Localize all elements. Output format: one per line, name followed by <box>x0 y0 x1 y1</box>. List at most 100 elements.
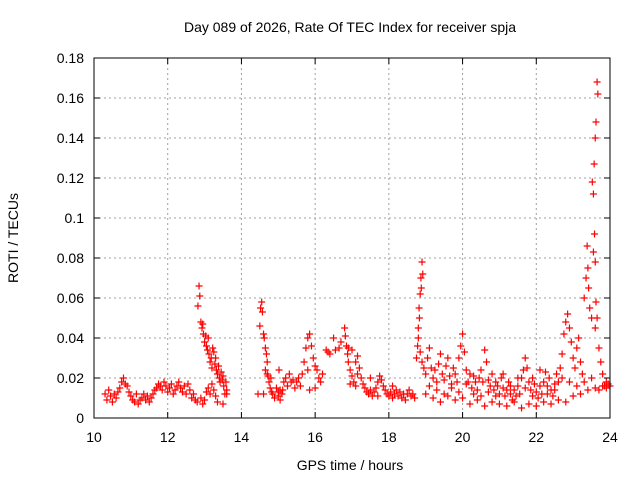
data-point-marker <box>425 344 433 352</box>
data-point-marker <box>258 298 266 306</box>
data-point-marker <box>484 388 492 396</box>
data-point-marker <box>414 334 422 342</box>
data-point-marker <box>560 330 568 338</box>
data-point-marker <box>462 366 470 374</box>
data-point-marker <box>503 402 511 410</box>
data-point-marker <box>435 360 443 368</box>
y-tick-label: 0.02 <box>57 370 84 386</box>
data-point-marker <box>499 384 507 392</box>
data-point-marker <box>427 364 435 372</box>
x-tick-label: 20 <box>455 429 471 445</box>
data-point-marker <box>199 400 207 408</box>
x-tick-label: 14 <box>234 429 250 445</box>
data-point-marker <box>365 390 373 398</box>
y-tick-label: 0 <box>76 410 84 426</box>
data-point-marker <box>446 372 454 380</box>
data-point-marker <box>409 390 417 398</box>
y-tick-label: 0.06 <box>57 290 84 306</box>
data-point-marker <box>295 374 303 382</box>
data-point-marker <box>266 384 274 392</box>
data-point-marker <box>202 388 210 396</box>
data-point-marker <box>473 396 481 404</box>
data-point-marker <box>140 390 148 398</box>
data-point-marker <box>558 374 566 382</box>
data-point-marker <box>198 324 206 332</box>
data-point-marker <box>510 398 518 406</box>
data-point-marker <box>211 360 219 368</box>
data-point-marker <box>204 346 212 354</box>
data-point-marker <box>379 382 387 390</box>
x-tick-label: 10 <box>86 429 102 445</box>
data-point-marker <box>562 318 570 326</box>
data-point-marker <box>132 390 140 398</box>
y-tick-label: 0.14 <box>57 130 84 146</box>
data-point-marker <box>486 382 494 390</box>
y-tick-label: 0.08 <box>57 250 84 266</box>
data-point-marker <box>197 394 205 402</box>
data-point-marker <box>265 378 273 386</box>
data-point-marker <box>424 354 432 362</box>
data-point-marker <box>536 366 544 374</box>
data-point-marker <box>260 334 268 342</box>
data-point-marker <box>188 394 196 402</box>
data-point-marker <box>101 390 109 398</box>
data-point-marker <box>433 386 441 394</box>
data-point-marker <box>473 386 481 394</box>
data-point-marker <box>196 292 204 300</box>
data-point-marker <box>298 370 306 378</box>
data-point-marker <box>573 382 581 390</box>
grid-lines <box>94 58 610 418</box>
data-point-marker <box>592 298 600 306</box>
data-point-marker <box>466 400 474 408</box>
data-point-marker <box>293 378 301 386</box>
data-point-marker <box>521 384 529 392</box>
data-point-marker <box>274 388 282 396</box>
data-point-marker <box>436 350 444 358</box>
tick-labels: 10 12 14 16 18 20 22 24 0 0.02 0.04 0.06 0.08 0.1 0.12… <box>57 50 618 445</box>
data-point-marker <box>134 400 142 408</box>
data-point-marker <box>212 366 220 374</box>
data-point-marker <box>514 382 522 390</box>
data-point-marker <box>551 380 559 388</box>
data-point-marker <box>564 310 572 318</box>
data-point-marker <box>352 358 360 366</box>
data-point-marker <box>167 380 175 388</box>
data-point-marker <box>359 380 367 388</box>
data-point-marker <box>374 392 382 400</box>
data-point-marker <box>103 396 111 404</box>
data-point-marker <box>341 332 349 340</box>
data-point-marker <box>108 398 116 406</box>
data-point-marker <box>451 370 459 378</box>
data-point-marker <box>597 358 605 366</box>
data-point-marker <box>210 348 218 356</box>
data-point-marker <box>401 396 409 404</box>
data-point-marker <box>488 370 496 378</box>
data-point-marker <box>510 386 518 394</box>
data-point-marker <box>436 398 444 406</box>
data-point-marker <box>123 382 131 390</box>
data-point-marker <box>495 390 503 398</box>
data-point-marker <box>208 380 216 388</box>
data-point-marker <box>107 392 115 400</box>
data-point-marker <box>398 394 406 402</box>
data-point-marker <box>346 366 354 374</box>
data-point-marker <box>599 382 607 390</box>
data-point-marker <box>506 390 514 398</box>
data-point-marker <box>416 348 424 356</box>
data-point-marker <box>335 344 343 352</box>
data-point-marker <box>585 284 593 292</box>
data-point-marker <box>304 334 312 342</box>
data-point-marker <box>260 330 268 338</box>
data-point-marker <box>584 386 592 394</box>
data-point-marker <box>536 382 544 390</box>
data-point-marker <box>263 370 271 378</box>
data-point-marker <box>418 358 426 366</box>
data-point-marker <box>418 258 426 266</box>
data-point-marker <box>219 372 227 380</box>
data-point-marker <box>530 380 538 388</box>
data-point-marker <box>455 354 463 362</box>
data-point-marker <box>588 374 596 382</box>
data-point-marker <box>262 350 270 358</box>
data-point-marker <box>417 274 425 282</box>
data-point-marker <box>591 324 599 332</box>
